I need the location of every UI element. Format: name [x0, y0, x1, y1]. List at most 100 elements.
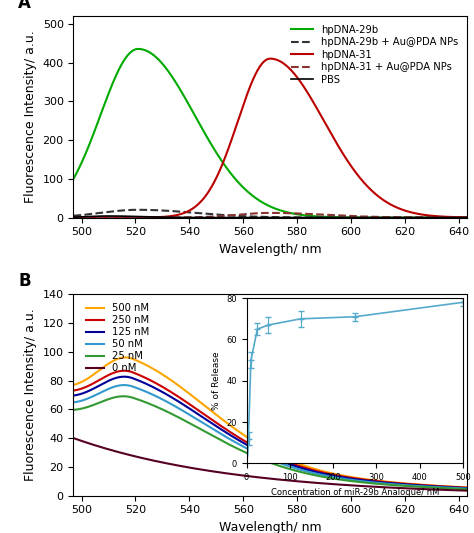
PBS — [71, 214, 76, 220]
250 nM — [262, 449, 268, 455]
hpDNA-31 + Au@PDA NPs — [453, 214, 458, 221]
500 nM — [453, 483, 458, 490]
125 nM — [453, 484, 458, 491]
Legend: hpDNA-29b, hpDNA-29b + Au@PDA NPs, hpDNA-31, hpDNA-31 + Au@PDA NPs, PBS: hpDNA-29b, hpDNA-29b + Au@PDA NPs, hpDNA… — [287, 21, 462, 89]
25 nM — [453, 486, 458, 492]
25 nM — [91, 402, 96, 408]
PBS — [381, 214, 386, 221]
hpDNA-31 + Au@PDA NPs — [71, 214, 76, 221]
hpDNA-29b — [252, 194, 257, 200]
125 nM — [252, 446, 257, 452]
25 nM — [71, 407, 76, 413]
PBS — [252, 214, 257, 221]
hpDNA-29b — [262, 200, 268, 207]
0 nM — [381, 484, 386, 490]
0 nM — [252, 474, 257, 480]
500 nM — [381, 478, 386, 484]
500 nM — [91, 372, 96, 378]
25 nM — [453, 486, 458, 492]
hpDNA-29b + Au@PDA NPs — [71, 213, 76, 219]
500 nM — [464, 484, 470, 491]
Line: hpDNA-31 + Au@PDA NPs: hpDNA-31 + Au@PDA NPs — [73, 213, 467, 217]
hpDNA-31 + Au@PDA NPs — [91, 214, 96, 221]
250 nM — [453, 484, 458, 490]
25 nM — [252, 453, 257, 459]
125 nM — [464, 485, 470, 491]
hpDNA-31 — [453, 214, 458, 220]
Line: hpDNA-29b + Au@PDA NPs: hpDNA-29b + Au@PDA NPs — [73, 210, 467, 217]
0 nM — [71, 435, 76, 441]
hpDNA-29b + Au@PDA NPs — [252, 213, 257, 220]
500 nM — [453, 483, 458, 490]
X-axis label: Wavelength/ nm: Wavelength/ nm — [219, 521, 321, 533]
hpDNA-29b — [91, 131, 96, 137]
hpDNA-29b + Au@PDA NPs — [91, 211, 96, 217]
Line: 500 nM: 500 nM — [73, 358, 467, 488]
hpDNA-29b + Au@PDA NPs — [464, 214, 470, 221]
25 nM — [262, 457, 268, 464]
50 nM — [121, 382, 127, 388]
50 nM — [91, 393, 96, 399]
hpDNA-31 + Au@PDA NPs — [464, 214, 470, 221]
hpDNA-29b — [453, 214, 458, 221]
125 nM — [262, 451, 268, 457]
25 nM — [120, 393, 126, 399]
X-axis label: Wavelength/ nm: Wavelength/ nm — [219, 243, 321, 256]
hpDNA-29b — [381, 214, 386, 221]
250 nM — [453, 484, 458, 490]
500 nM — [71, 382, 76, 388]
hpDNA-31 — [262, 58, 268, 64]
125 nM — [91, 385, 96, 392]
500 nM — [252, 439, 257, 445]
PBS — [106, 213, 111, 219]
500 nM — [262, 445, 268, 451]
hpDNA-31 + Au@PDA NPs — [453, 214, 458, 221]
50 nM — [381, 480, 386, 487]
Text: A: A — [18, 0, 31, 12]
hpDNA-29b + Au@PDA NPs — [381, 214, 386, 221]
Legend: 500 nM, 250 nM, 125 nM, 50 nM, 25 nM, 0 nM: 500 nM, 250 nM, 125 nM, 50 nM, 25 nM, 0 … — [82, 299, 154, 377]
50 nM — [453, 485, 458, 491]
Line: hpDNA-31: hpDNA-31 — [73, 59, 467, 217]
Line: 125 nM: 125 nM — [73, 377, 467, 488]
250 nM — [91, 380, 96, 386]
hpDNA-29b + Au@PDA NPs — [262, 214, 268, 220]
125 nM — [71, 392, 76, 399]
hpDNA-31 + Au@PDA NPs — [381, 214, 386, 220]
50 nM — [453, 485, 458, 491]
hpDNA-29b — [464, 214, 470, 221]
PBS — [91, 213, 96, 220]
0 nM — [91, 442, 96, 448]
25 nM — [464, 486, 470, 492]
PBS — [453, 214, 458, 221]
0 nM — [262, 475, 268, 481]
hpDNA-31 — [71, 214, 76, 221]
hpDNA-31 + Au@PDA NPs — [262, 210, 268, 216]
Line: 0 nM: 0 nM — [73, 438, 467, 491]
50 nM — [252, 449, 257, 456]
Text: B: B — [18, 272, 31, 290]
50 nM — [71, 399, 76, 406]
250 nM — [71, 387, 76, 394]
500 nM — [123, 354, 128, 361]
PBS — [262, 214, 268, 221]
0 nM — [464, 488, 470, 494]
Line: 25 nM: 25 nM — [73, 396, 467, 489]
hpDNA-29b — [71, 175, 76, 182]
Line: 50 nM: 50 nM — [73, 385, 467, 489]
50 nM — [464, 486, 470, 492]
hpDNA-31 — [267, 55, 273, 62]
125 nM — [453, 484, 458, 491]
Line: PBS: PBS — [73, 216, 467, 217]
hpDNA-31 — [252, 74, 257, 80]
hpDNA-29b — [453, 214, 458, 221]
250 nM — [121, 368, 127, 374]
0 nM — [453, 487, 458, 494]
50 nM — [262, 454, 268, 460]
hpDNA-29b + Au@PDA NPs — [453, 214, 458, 221]
hpDNA-31 — [453, 214, 458, 220]
Y-axis label: Fluorescence Intensity/ a.u.: Fluorescence Intensity/ a.u. — [24, 30, 37, 203]
hpDNA-31 + Au@PDA NPs — [252, 210, 257, 216]
PBS — [464, 214, 470, 221]
Y-axis label: Fluorescence Intensity/ a.u.: Fluorescence Intensity/ a.u. — [24, 309, 37, 481]
